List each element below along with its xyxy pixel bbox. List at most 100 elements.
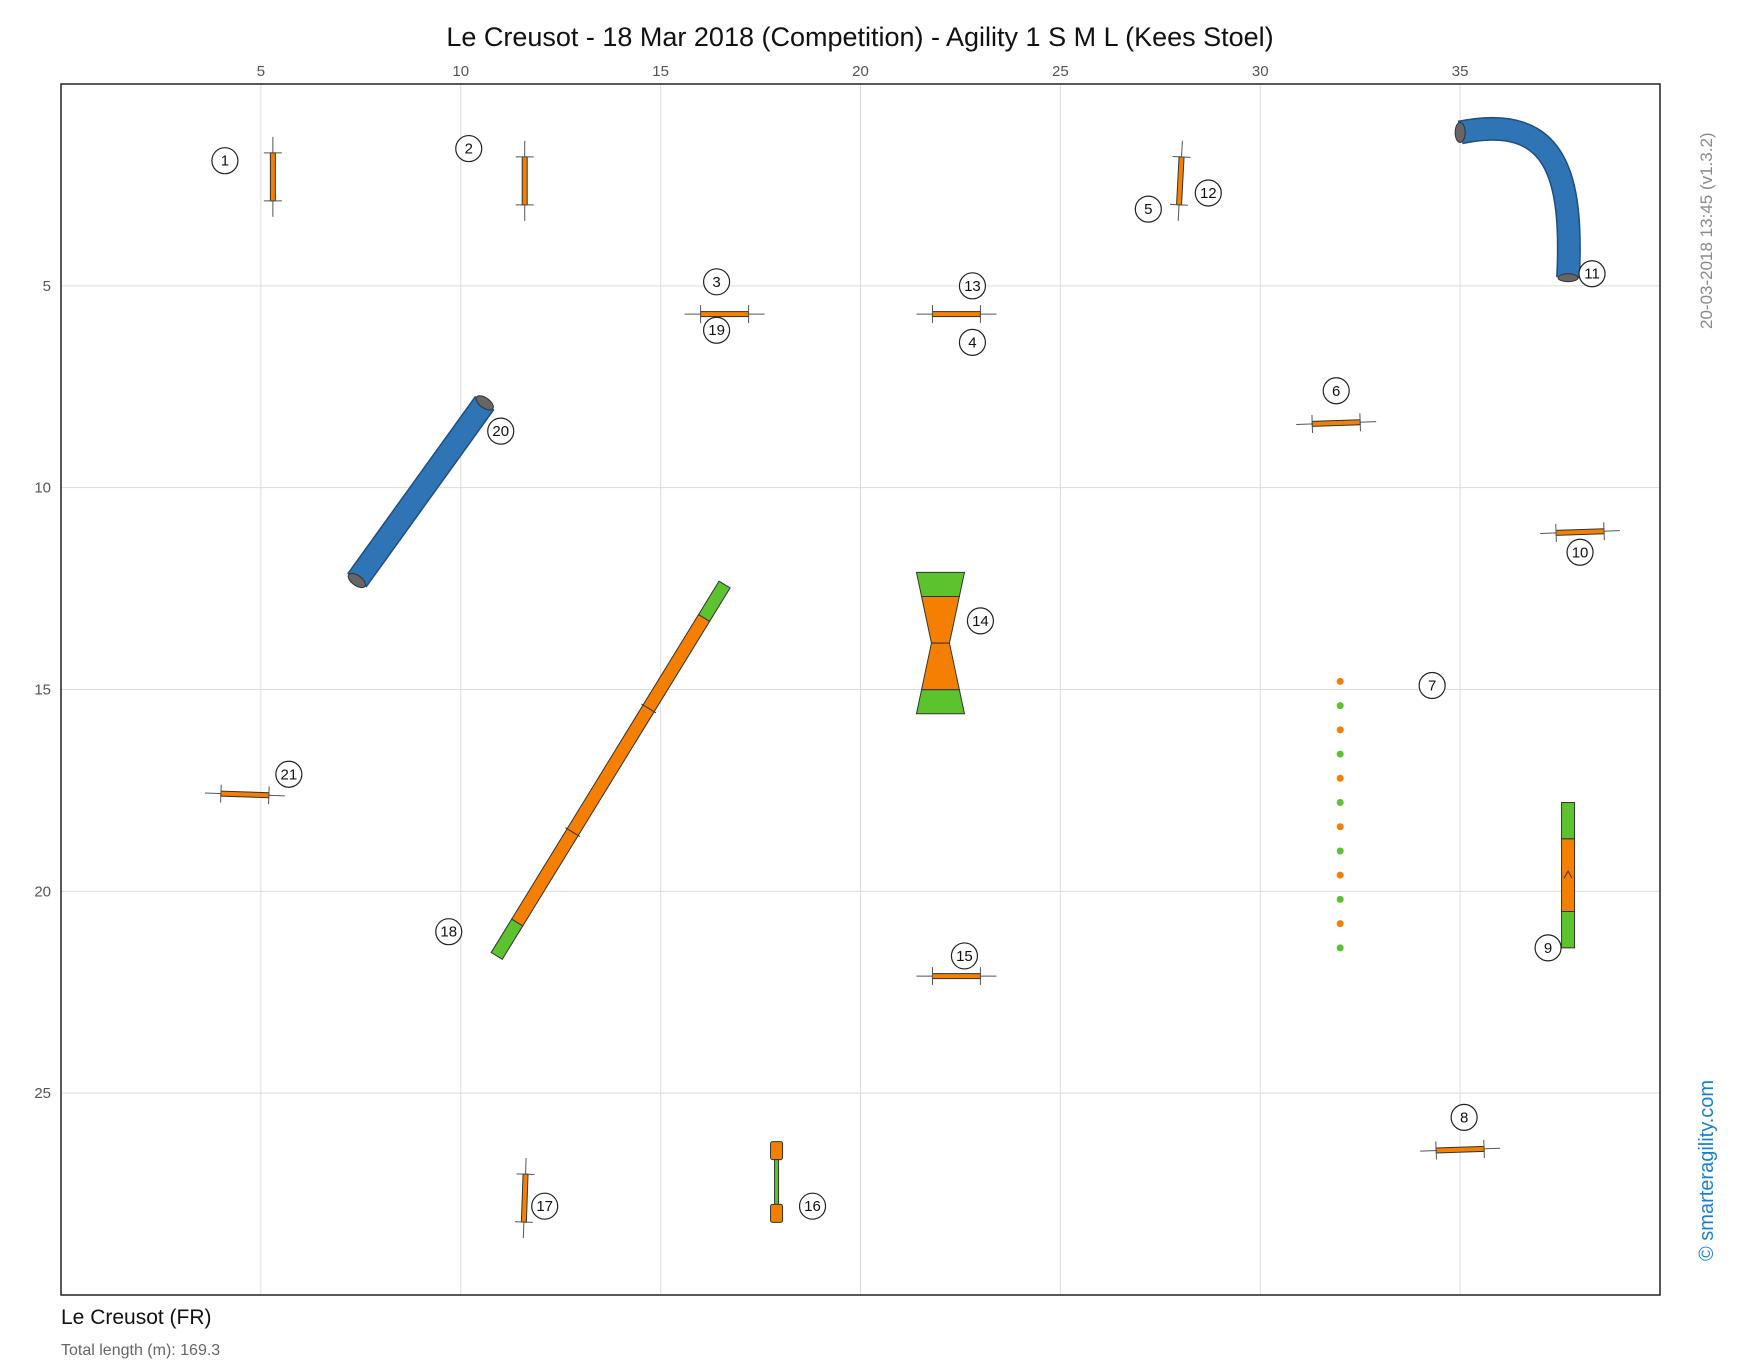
- y-tick-label: 15: [34, 682, 51, 699]
- jump-bar: [931, 311, 981, 318]
- number-marker: 8: [1450, 1103, 1478, 1131]
- number-circle: [275, 760, 303, 788]
- y-axis-ticks: 5 10 15 20 25: [34, 278, 51, 1102]
- weave-pole: [1336, 799, 1344, 807]
- number-marker: 17: [531, 1192, 559, 1220]
- tyre-frame-top: [770, 1141, 784, 1161]
- seesaw-plank: [1561, 838, 1576, 913]
- jump-6: [1296, 413, 1377, 433]
- number-marker: 5: [1134, 195, 1162, 223]
- jump-wing-left: [1555, 523, 1557, 542]
- weave-pole: [1336, 920, 1344, 928]
- number-label: 18: [440, 924, 457, 941]
- tunnel-end-finish: [1557, 273, 1579, 283]
- number-circle: [958, 272, 987, 300]
- tunnel-body: [1458, 118, 1580, 279]
- jump-8: [1420, 1139, 1501, 1160]
- x-tick-label: 20: [852, 63, 869, 80]
- aframe-ramp-up: [920, 595, 960, 644]
- number-circle: [435, 918, 463, 946]
- number-marker: 7: [1418, 671, 1446, 700]
- number-circle: [950, 942, 979, 970]
- tunnel-20: [347, 395, 495, 589]
- tyre-16: [770, 1141, 784, 1223]
- number-label: 10: [1572, 544, 1589, 561]
- number-marker: 10: [1566, 538, 1594, 566]
- aframe-ramp-down: [920, 642, 960, 691]
- number-marker: 3: [702, 268, 731, 296]
- number-label: 14: [972, 613, 989, 630]
- dogwalk-contact-start: [490, 918, 524, 961]
- brand-label: © smarteragility.com: [1696, 1079, 1718, 1261]
- jump-2: [515, 140, 534, 221]
- jump-10: [1540, 522, 1621, 542]
- obstacles: [204, 116, 1621, 1239]
- number-marker: 13: [958, 272, 987, 300]
- number-label: 11: [1584, 266, 1600, 283]
- course-frame: [60, 83, 1661, 1296]
- version-label: 20-03-2018 13:45 (v1.3.2): [1697, 132, 1716, 329]
- number-marker: 19: [702, 316, 731, 344]
- jump-wing-right: [1603, 522, 1605, 541]
- weave-pole: [1336, 677, 1344, 685]
- number-label: 5: [1144, 201, 1152, 218]
- total-length-label: Total length (m): 169.3: [61, 1342, 221, 1359]
- seesaw-9: [1561, 802, 1576, 949]
- x-axis-ticks: 5 10 15 20 25 30 35: [257, 63, 1469, 80]
- jump-wing-right: [1483, 1139, 1485, 1158]
- jump-bar: [220, 790, 270, 799]
- number-label: 15: [956, 948, 973, 965]
- tyre-frame-bottom: [770, 1203, 784, 1223]
- weave-7: [1336, 677, 1344, 952]
- number-label: 21: [281, 766, 298, 783]
- x-tick-label: 5: [257, 63, 265, 80]
- number-circle: [798, 1192, 827, 1220]
- number-label: 6: [1332, 383, 1340, 400]
- number-circle: [1566, 538, 1594, 566]
- number-circle: [966, 607, 995, 635]
- number-circle: [1450, 1103, 1478, 1131]
- jump-bar: [1435, 1145, 1485, 1154]
- number-marker: 15: [950, 942, 979, 970]
- number-circle: [455, 134, 483, 163]
- number-marker: 21: [275, 760, 303, 788]
- aframe-14: [915, 571, 966, 715]
- jump-3-19: [684, 305, 765, 324]
- number-circle: [1578, 260, 1606, 288]
- number-circle: [487, 417, 515, 445]
- jump-1: [263, 136, 282, 217]
- jump-bar: [521, 156, 528, 206]
- number-circle: [702, 316, 731, 344]
- tunnel-end-start: [1454, 121, 1466, 143]
- tunnel-11: [1454, 116, 1581, 283]
- jump-bar: [700, 311, 750, 318]
- weave-pole: [1336, 847, 1344, 855]
- jump-wing-right: [1359, 413, 1361, 432]
- venue-label: Le Creusot (FR): [61, 1306, 212, 1329]
- number-marker: 20: [487, 417, 515, 445]
- number-label: 8: [1460, 1109, 1468, 1126]
- y-tick-label: 5: [43, 278, 51, 295]
- number-circle: [958, 328, 987, 356]
- x-tick-label: 15: [652, 63, 669, 80]
- aframe-contact-bottom: [915, 689, 966, 715]
- dogwalk-contact-end: [697, 580, 731, 623]
- weave-pole: [1336, 702, 1344, 710]
- number-marker: 9: [1534, 934, 1562, 962]
- tyre-ring: [774, 1159, 780, 1205]
- dogwalk-joint: [641, 703, 657, 714]
- y-tick-label: 20: [34, 883, 51, 900]
- number-circle: [702, 268, 731, 296]
- x-tick-label: 10: [452, 63, 469, 80]
- number-circle: [1322, 377, 1350, 405]
- jump-bar: [931, 973, 981, 980]
- jump-bar: [269, 152, 276, 202]
- number-marker: 11: [1578, 260, 1606, 288]
- jump-wing-left: [1311, 414, 1314, 433]
- number-marker: 14: [966, 607, 995, 635]
- number-marker: 6: [1322, 377, 1350, 405]
- weave-pole: [1336, 726, 1344, 734]
- total-length: Total length (m): 169.3: [61, 1342, 220, 1360]
